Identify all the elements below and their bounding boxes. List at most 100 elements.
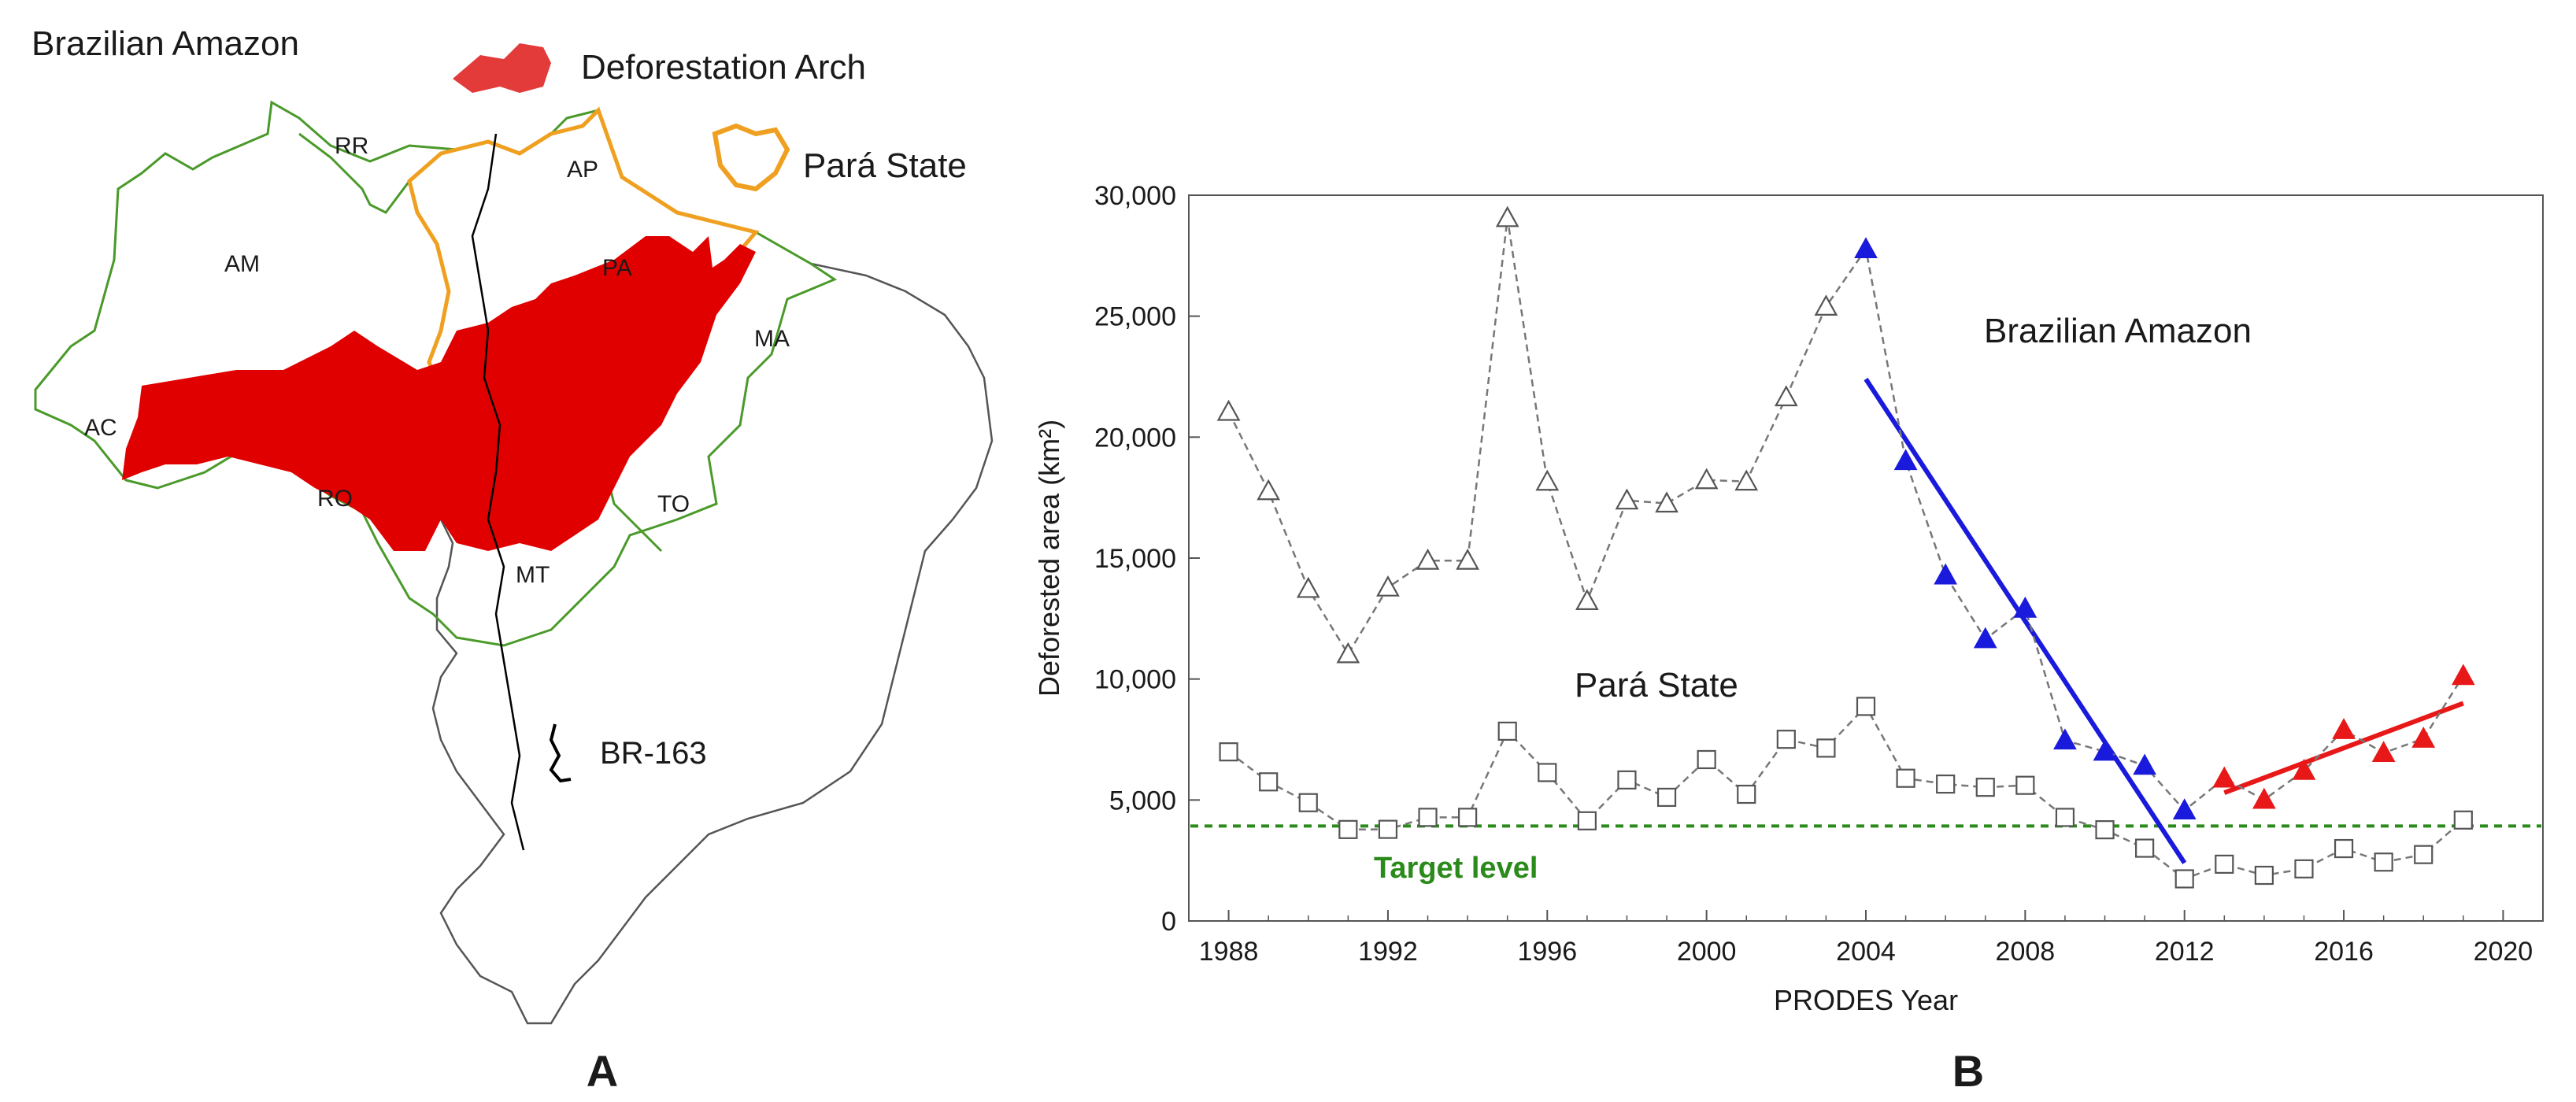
road-legend-label: BR-163 [600,736,707,771]
square-point [2095,820,2115,840]
triangle-point [2332,718,2356,739]
square-point [2254,865,2274,886]
y-tick-label: 15,000 [1094,544,1176,574]
y-axis: 0 5,000 10,000 15,000 20,000 25,000 30,000 [1094,181,1200,937]
triangle-point [1854,237,1878,258]
x-axis-label: PRODES Year [1774,984,1958,1016]
triangle-point [2093,739,2117,761]
panel-b-letter: B [1952,1046,1984,1096]
red-trend-line [2223,701,2464,795]
square-point [1497,721,1517,741]
triangle-point [2252,787,2276,809]
panel-a-letter: A [587,1046,618,1096]
square-point [1975,778,1995,797]
x-tick-label: 2020 [2474,937,2533,967]
square-point [2135,838,2155,858]
square-point [2174,869,2194,889]
triangle-point [2053,728,2077,750]
triangle-point [2013,596,2037,618]
deforestation-arch-legend-icon [453,43,551,93]
br-163-road [471,133,525,851]
triangle-point [2451,664,2475,686]
triangle-point [2212,766,2237,788]
series-line-0 [1227,217,2464,812]
x-axis: 1988 1992 1996 2000 2004 2008 2012 2016 2020 [1199,910,2533,967]
square-point [1856,697,1876,716]
state-label-ma: MA [754,326,790,352]
triangle-point [2411,727,2436,748]
y-tick-label: 5,000 [1109,786,1176,815]
panel-a-map: Brazilian Amazon Deforestation Arch Pará… [31,24,994,1096]
para-state-legend-icon [712,123,790,192]
square-point [1458,808,1478,827]
x-tick-label: 1988 [1199,937,1259,967]
x-tick-label: 2016 [2314,937,2374,967]
state-label-ro: RO [317,486,353,512]
square-point [2294,859,2314,878]
square-point [2414,845,2434,864]
map-title: Brazilian Amazon [31,24,299,63]
state-label-rr: RR [335,133,368,159]
triangle-point [1535,469,1560,491]
deforestation-arch [122,236,756,551]
square-point [2334,838,2354,859]
x-tick-label: 1992 [1358,937,1418,967]
triangle-point [1456,548,1479,570]
y-tick-label: 0 [1161,907,1176,937]
square-point [1936,774,1956,794]
triangle-point [2292,758,2316,780]
triangle-point [1216,399,1241,421]
square-point [1378,819,1398,839]
triangle-point [1774,385,1798,407]
y-tick-label: 20,000 [1094,423,1176,453]
triangle-point [1655,491,1678,513]
square-point [1338,819,1358,839]
square-point [1816,738,1836,758]
triangle-point [1416,548,1440,570]
state-label-ap: AP [567,157,598,183]
triangle-point [1893,449,1918,471]
square-point [2015,775,2035,795]
square-point [1259,772,1279,792]
plot-frame [1188,194,2544,922]
triangle-point [1814,294,1838,316]
triangle-point [1376,575,1400,597]
triangle-point [1257,479,1281,501]
state-label-mt: MT [516,562,550,588]
brazil-outline [34,100,994,1025]
blue-trend-line [1864,377,2187,864]
square-point [2374,852,2393,872]
triangle-point [1734,469,1759,491]
triangle-point [1694,468,1719,490]
state-label-am: AM [224,251,260,277]
state-label-pa: PA [602,255,632,281]
trend-lines [1864,377,2464,864]
triangle-point [1296,576,1320,598]
triangle-point [2133,753,2156,775]
x-tick-label: 2000 [1677,937,1737,967]
triangle-point [1575,589,1599,610]
y-tick-label: 25,000 [1094,302,1176,332]
square-point [1776,730,1796,749]
square-point [1219,742,1238,762]
para-series-label: Pará State [1575,666,1738,704]
square-point [1656,787,1677,808]
target-level-label: Target level [1374,852,1538,885]
square-point [2055,808,2075,827]
square-point [1617,770,1637,790]
deforestation-chart: 0 5,000 10,000 15,000 20,000 25,000 30,000 198… [1033,181,2544,1096]
y-axis-label: Deforested area (km²) [1033,420,1065,697]
square-point [1697,749,1716,770]
triangle-point [2172,798,2197,820]
square-point [2215,854,2234,874]
square-point [1896,768,1915,788]
square-point [1577,811,1597,830]
y-tick-label: 10,000 [1094,665,1176,695]
amazon-series-label: Brazilian Amazon [1984,312,2252,350]
y-tick-label: 30,000 [1094,181,1176,211]
x-tick-label: 2008 [1996,937,2056,967]
x-tick-label: 2004 [1836,937,1896,967]
para-legend-label: Pará State [803,146,967,185]
triangle-point [1615,488,1639,510]
